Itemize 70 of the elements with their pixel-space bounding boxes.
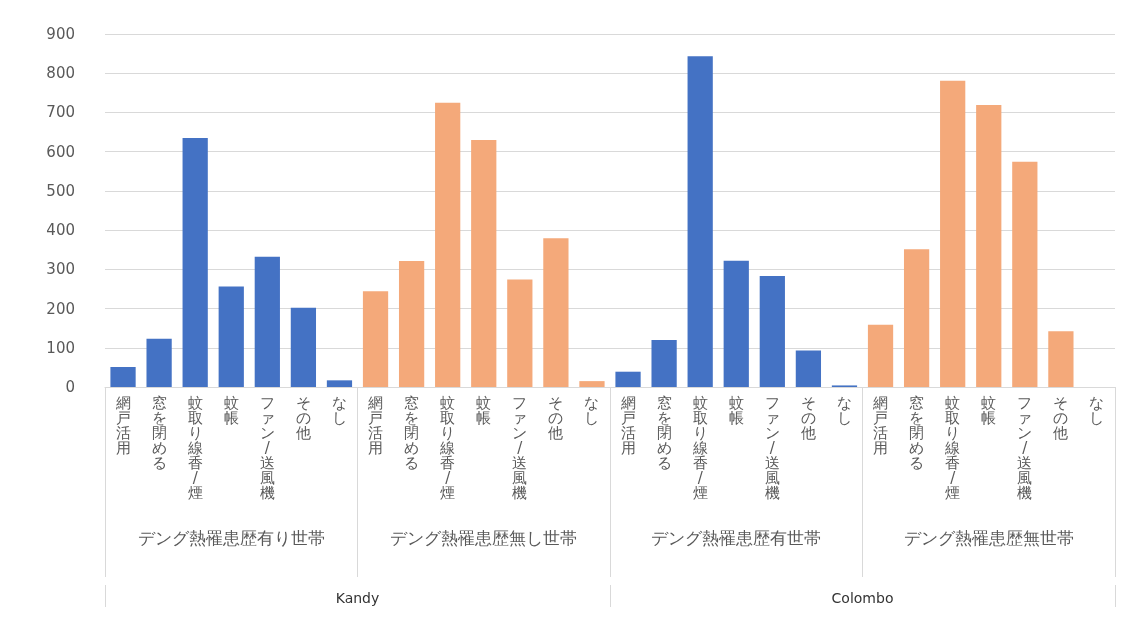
bar: [110, 367, 136, 387]
bar: [543, 238, 569, 387]
x-tick-label: ファン/送風機: [764, 393, 780, 502]
x-tick-label: なし: [584, 393, 600, 427]
bar: [507, 279, 533, 387]
bar: [867, 324, 894, 387]
x-tick-label: 蚊帳: [223, 393, 239, 427]
text: デング熱罹患歴無し世帯: [390, 528, 578, 548]
bar: [362, 291, 389, 387]
x-tick-label: ファン/送風機: [259, 393, 275, 502]
bar: [290, 307, 317, 387]
x-tick-label: その他: [548, 393, 564, 442]
bar: [182, 137, 208, 387]
bar: [326, 380, 353, 387]
bar: [218, 286, 244, 387]
y-tick-label: 400: [46, 221, 75, 240]
bar: [795, 350, 822, 387]
x-tick-label: 蚊取り線香/煙: [186, 393, 203, 502]
x-tick-label: 窓を閉める: [909, 393, 925, 472]
y-tick-label: 0: [65, 378, 75, 396]
x-tick-label: 窓を閉める: [151, 393, 167, 472]
x-tick-label: 網戸活用: [619, 393, 636, 457]
x-tick-label: その他: [295, 393, 311, 442]
y-tick-label: 800: [46, 64, 75, 83]
x-tick-label: なし: [836, 393, 852, 427]
bar: [723, 260, 749, 387]
bar: [1048, 331, 1074, 387]
x-tick-label: ファン/送風機: [1017, 393, 1033, 502]
bar: [579, 381, 605, 387]
y-tick-label: 900: [46, 25, 75, 43]
x-tick-label: 網戸活用: [872, 393, 889, 457]
x-tick-label: 網戸活用: [114, 393, 131, 457]
bar: [146, 338, 172, 387]
x-tick-label: なし: [1089, 393, 1105, 427]
x-tick-label: その他: [800, 393, 816, 442]
bar: [651, 339, 677, 387]
bar: [759, 276, 785, 387]
bar: [976, 104, 1002, 387]
y-tick-label: 600: [46, 142, 75, 161]
x-tick-label: 窓を閉める: [404, 393, 420, 472]
x-tick-label: 蚊取り線香/煙: [944, 393, 961, 502]
bar: [471, 139, 497, 387]
bar: [398, 261, 425, 387]
y-tick-label: 200: [46, 299, 75, 318]
bar: [254, 256, 280, 387]
bar: [687, 56, 713, 387]
x-tick-label: 網戸活用: [367, 393, 384, 457]
x-tick-label: 蚊帳: [981, 393, 997, 427]
x-tick-label: 蚊帳: [728, 393, 744, 427]
text: デング熱罹患歴有り世帯: [137, 528, 325, 548]
y-tick-label: 300: [46, 260, 75, 279]
bar: [615, 371, 641, 387]
text: デング熱罹患歴無世帯: [903, 528, 1074, 548]
x-tick-label: 蚊取り線香/煙: [691, 393, 708, 502]
y-tick-label: 700: [46, 103, 75, 122]
y-tick-label: 500: [46, 181, 75, 200]
text: デング熱罹患歴有世帯: [651, 528, 822, 548]
x-tick-label: 窓を閉める: [656, 393, 672, 472]
x-tick-label: その他: [1053, 393, 1069, 442]
y-tick-label: 100: [46, 338, 75, 357]
x-tick-label: 蚊帳: [476, 393, 492, 427]
bar: [903, 249, 930, 387]
bar: [435, 102, 461, 387]
text: Kandy: [335, 590, 380, 606]
bar: [1012, 161, 1038, 387]
text: Colombo: [831, 590, 894, 606]
bar: [940, 80, 966, 387]
x-tick-label: ファン/送風機: [512, 393, 528, 502]
x-tick-label: 蚊取り線香/煙: [439, 393, 456, 502]
x-tick-label: なし: [331, 393, 347, 427]
